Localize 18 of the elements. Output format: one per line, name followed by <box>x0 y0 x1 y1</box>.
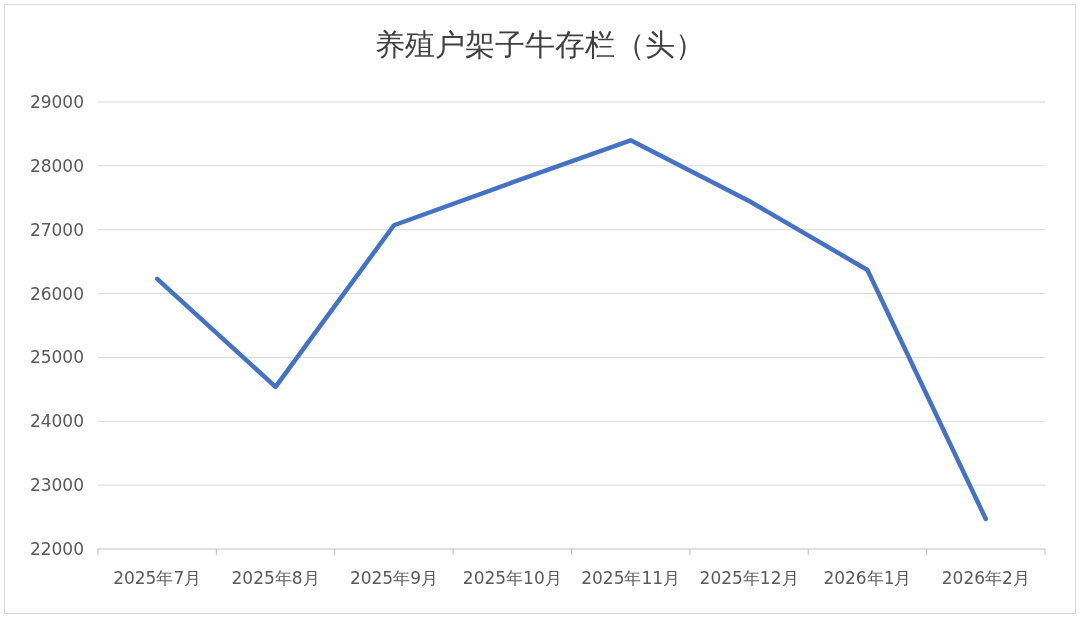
line-series <box>154 138 989 522</box>
x-tick-label: 2025年11月 <box>581 568 681 588</box>
y-tick-label: 26000 <box>29 283 84 304</box>
x-tick-label: 2025年12月 <box>699 568 799 588</box>
x-tick-label: 2025年10月 <box>462 568 562 588</box>
y-tick-label: 23000 <box>29 475 84 496</box>
x-tick-label: 2025年7月 <box>113 568 202 588</box>
x-tick-label: 2025年8月 <box>231 568 320 588</box>
y-tick-label: 24000 <box>29 411 84 432</box>
y-tick-label: 29000 <box>29 92 84 112</box>
y-tick-label: 25000 <box>29 347 84 368</box>
chart-title: 养殖户架子牛存栏（头） <box>375 27 705 62</box>
x-tick-label: 2025年9月 <box>349 568 438 588</box>
x-tick-label: 2026年1月 <box>823 568 912 588</box>
y-tick-label: 28000 <box>29 155 84 176</box>
y-tick-label: 22000 <box>29 539 84 559</box>
y-tick-label: 27000 <box>29 219 84 240</box>
x-tick-label: 2026年2月 <box>941 568 1030 588</box>
